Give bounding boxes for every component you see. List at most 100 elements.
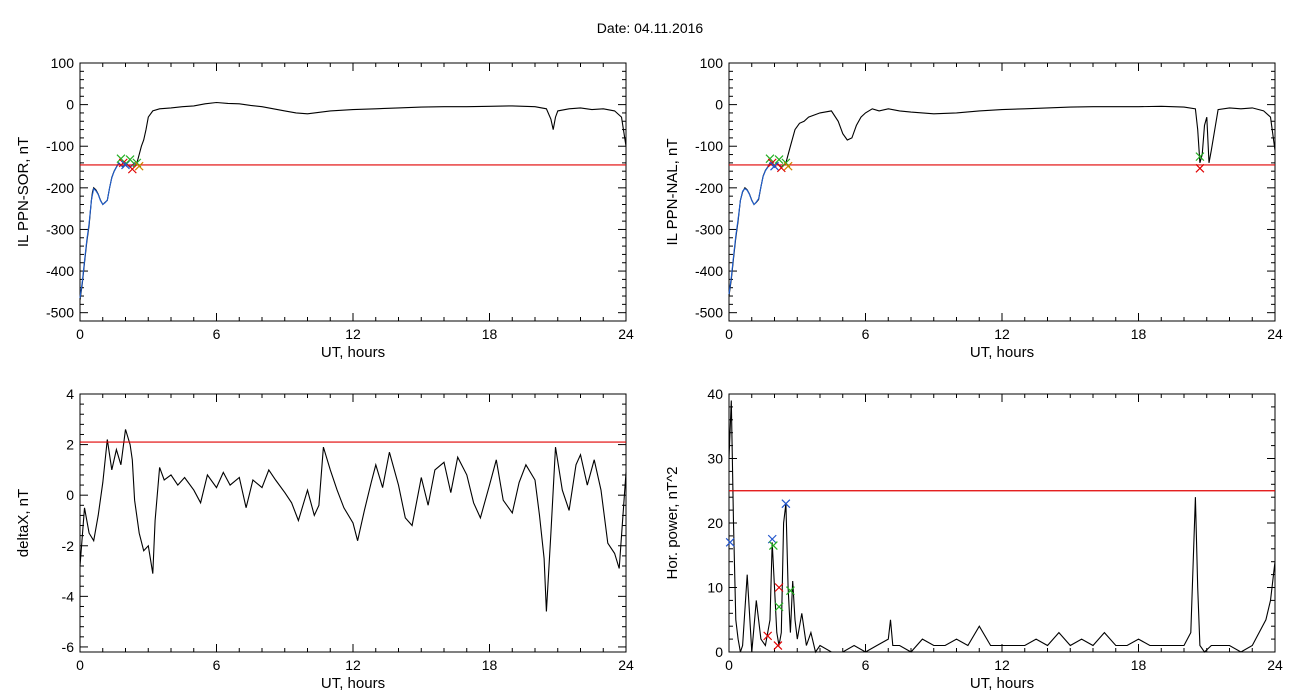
y-tick-label: 30	[707, 451, 723, 467]
event-marker	[768, 541, 778, 550]
event-marker	[125, 155, 135, 164]
y-tick-label: 100	[51, 55, 75, 71]
series-line	[79, 101, 627, 301]
x-tick-label: 0	[725, 657, 733, 673]
event-marker-stroke	[1195, 152, 1205, 162]
x-tick-label: 0	[76, 326, 84, 342]
series-line	[79, 162, 137, 299]
x-tick-label: 12	[994, 657, 1010, 673]
x-tick-label: 6	[213, 326, 221, 342]
event-marker	[134, 161, 144, 171]
plot-frame	[79, 62, 627, 322]
event-marker-stroke	[763, 631, 773, 641]
event-marker	[770, 161, 779, 171]
x-tick-label: 6	[862, 326, 870, 342]
event-marker	[763, 631, 773, 641]
event-marker-stroke	[781, 158, 791, 168]
x-tick-label: 24	[1267, 326, 1283, 342]
series-line	[79, 429, 627, 612]
y-tick-label: 100	[700, 55, 724, 71]
event-marker	[1195, 152, 1205, 162]
panel-p4: 0 6 12 18 24 0 10 20 30 40 UT, hours Hor. power, nT…	[664, 386, 1283, 692]
x-tick-label: 0	[725, 326, 733, 342]
event-marker-stroke	[770, 161, 779, 171]
series-line	[728, 105, 1276, 297]
series-line	[728, 400, 1276, 654]
x-tick-label: 0	[76, 657, 84, 673]
y-tick-label: -2	[62, 538, 75, 554]
event-marker-stroke	[125, 155, 135, 164]
y-axis-label: IL PPN-SOR, nT	[15, 137, 32, 247]
event-marker-stroke	[767, 158, 777, 168]
y-tick-label: 20	[707, 515, 723, 531]
event-marker	[765, 154, 775, 164]
x-tick-label: 24	[618, 657, 634, 673]
x-tick-label: 18	[1131, 657, 1147, 673]
y-tick-label: 2	[66, 437, 74, 453]
x-tick-label: 18	[482, 657, 498, 673]
x-axis-label: UT, hours	[970, 675, 1034, 692]
event-marker-stroke	[127, 164, 137, 174]
event-marker	[1195, 163, 1205, 173]
event-marker-stroke	[781, 499, 791, 509]
event-marker-stroke	[774, 583, 784, 592]
event-marker	[127, 164, 137, 174]
figure-title: Date: 04.11.2016	[596, 20, 704, 36]
event-marker-stroke	[1195, 163, 1205, 173]
event-marker-stroke	[725, 537, 735, 547]
x-axis-label: UT, hours	[321, 675, 385, 692]
event-marker	[774, 602, 784, 612]
y-tick-label: 0	[715, 97, 723, 113]
y-axis-label: deltaX, nT	[15, 489, 32, 557]
plot-frame	[728, 62, 1276, 322]
panel-p2: 0 6 12 18 24 -500 -400 -300 -200 -100 0 100 UT, hour…	[664, 55, 1283, 361]
event-marker-stroke	[786, 586, 795, 596]
event-marker	[116, 154, 126, 164]
x-tick-label: 12	[994, 326, 1010, 342]
event-marker-stroke	[768, 541, 778, 550]
y-tick-label: -500	[46, 305, 74, 321]
y-tick-label: 40	[707, 386, 723, 402]
y-tick-label: -200	[695, 180, 723, 196]
event-marker-stroke	[134, 161, 144, 171]
x-tick-label: 12	[345, 657, 361, 673]
y-tick-label: 0	[715, 644, 723, 660]
panel-p1: 0 6 12 18 24 -500 -400 -300 -200 -100 0 100 UT, hour…	[15, 55, 634, 361]
y-tick-label: 4	[66, 386, 74, 402]
y-tick-label: -300	[695, 221, 723, 237]
x-tick-label: 12	[345, 326, 361, 342]
event-marker	[773, 641, 783, 650]
y-tick-label: -400	[695, 263, 723, 279]
x-tick-label: 18	[1131, 326, 1147, 342]
y-tick-label: -100	[695, 138, 723, 154]
event-marker	[774, 583, 784, 592]
y-tick-label: 0	[66, 97, 74, 113]
y-tick-label: -4	[62, 588, 75, 604]
event-marker	[774, 155, 784, 164]
y-tick-label: -500	[695, 305, 723, 321]
event-marker-stroke	[774, 602, 784, 612]
event-marker	[725, 537, 735, 547]
plot-frame	[728, 393, 1276, 653]
y-tick-label: -200	[46, 180, 74, 196]
event-marker-stroke	[121, 160, 130, 170]
x-tick-label: 24	[1267, 657, 1283, 673]
x-axis-label: UT, hours	[321, 344, 385, 361]
x-tick-label: 18	[482, 326, 498, 342]
y-tick-label: -300	[46, 221, 74, 237]
event-marker	[121, 160, 130, 170]
x-tick-label: 6	[213, 657, 221, 673]
y-tick-label: 10	[707, 580, 723, 596]
event-marker-stroke	[773, 641, 783, 650]
event-marker-stroke	[774, 155, 784, 164]
y-tick-label: -6	[62, 639, 75, 655]
event-marker-stroke	[765, 154, 775, 164]
event-marker-stroke	[116, 154, 126, 164]
event-marker	[786, 586, 795, 596]
x-tick-label: 24	[618, 326, 634, 342]
y-axis-label: Hor. power, nT^2	[664, 467, 681, 580]
y-tick-label: -400	[46, 263, 74, 279]
event-marker	[781, 499, 791, 509]
